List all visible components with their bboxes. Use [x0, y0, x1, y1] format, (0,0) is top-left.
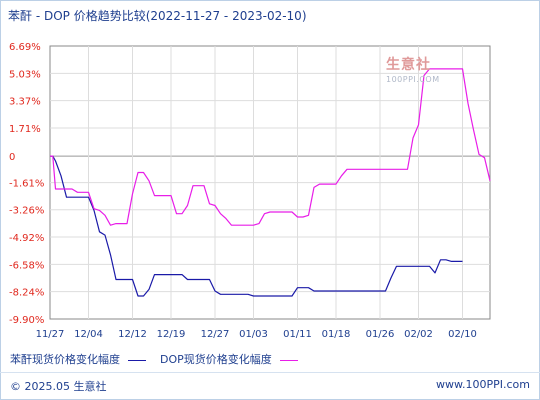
y-tick-label: -9.90%: [9, 315, 44, 326]
y-tick-label: 0: [9, 152, 15, 163]
legend-swatch-series-1: [128, 359, 146, 361]
series-line-1: [50, 155, 463, 297]
footer-divider: [0, 372, 540, 373]
footer-site-link[interactable]: www.100PPI.com: [436, 378, 530, 391]
x-tick-label: 01/03: [239, 329, 268, 340]
watermark-url: 100PPI.COM: [386, 75, 440, 84]
series-line-2: [50, 68, 491, 226]
y-tick-label: -3.26%: [9, 206, 44, 217]
y-tick-label: 5.03%: [9, 69, 41, 80]
legend-swatch-series-2: [279, 359, 298, 361]
x-tick-label: 02/02: [404, 329, 433, 340]
y-tick-label: 6.69%: [9, 42, 41, 53]
x-tick-label: 12/19: [157, 329, 186, 340]
line-chart: 6.69% 5.03% 3.37% 1.71% 0 -1.61% -3.26% -4.92% -…: [9, 42, 491, 340]
x-axis-ticks: 11/27 12/04 12/12 12/19 12/27 01/03 01/11 01/18…: [36, 329, 477, 340]
y-axis-ticks: 6.69% 5.03% 3.37% 1.71% 0 -1.61% -3.26% -4.92% -…: [9, 42, 44, 326]
watermark-logo: 生意社: [386, 57, 431, 73]
y-tick-label: -8.24%: [9, 288, 44, 299]
footer-copyright: © 2025.05 生意社: [10, 380, 107, 393]
watermark: 生意社 100PPI.COM: [386, 54, 466, 84]
chart-legend: 苯酐现货价格变化幅度 DOP现货价格变化幅度: [10, 351, 312, 367]
x-tick-label: 02/10: [448, 329, 477, 340]
y-tick-label: -6.58%: [9, 260, 44, 271]
legend-label-series-2: DOP现货价格变化幅度: [160, 353, 272, 366]
y-tick-label: -4.92%: [9, 233, 44, 244]
x-tick-label: 01/11: [283, 329, 312, 340]
x-tick-label: 12/12: [118, 329, 147, 340]
y-tick-label: -1.61%: [9, 179, 44, 190]
x-tick-label: 11/27: [36, 329, 65, 340]
x-tick-label: 12/04: [74, 329, 103, 340]
y-tick-label: 1.71%: [9, 124, 41, 135]
x-tick-label: 01/18: [322, 329, 351, 340]
series-lines: [50, 68, 491, 297]
chart-title: 苯酐 - DOP 价格趋势比较(2022-11-27 - 2023-02-10): [8, 9, 307, 23]
legend-label-series-1: 苯酐现货价格变化幅度: [10, 353, 120, 366]
x-tick-label: 01/26: [366, 329, 395, 340]
x-tick-label: 12/27: [201, 329, 230, 340]
y-tick-label: 3.37%: [9, 97, 41, 108]
